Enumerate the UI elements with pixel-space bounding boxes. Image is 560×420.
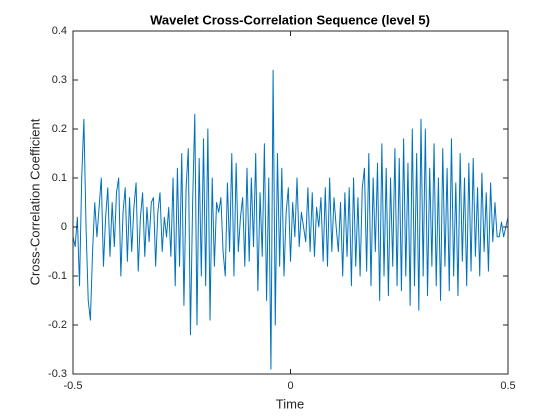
y-tick-label: -0.2 <box>48 319 67 331</box>
chart-title: Wavelet Cross-Correlation Sequence (leve… <box>150 12 430 27</box>
y-tick-label: -0.3 <box>48 368 67 380</box>
y-tick-label: -0.1 <box>48 270 67 282</box>
y-axis-label: Cross-Correlation Coefficient <box>27 118 42 285</box>
x-tick-label: -0.5 <box>64 380 83 392</box>
x-axis-label: Time <box>276 396 304 411</box>
y-tick-label: 0.1 <box>52 172 67 184</box>
y-tick-label: 0 <box>61 221 67 233</box>
x-tick-label: 0.5 <box>500 380 515 392</box>
axes-box <box>72 30 509 375</box>
x-tick-label: 0 <box>287 380 293 392</box>
y-tick-label: 0.4 <box>52 25 67 37</box>
y-tick-label: 0.2 <box>52 123 67 135</box>
y-tick-label: 0.3 <box>52 74 67 86</box>
data-line <box>72 69 509 370</box>
